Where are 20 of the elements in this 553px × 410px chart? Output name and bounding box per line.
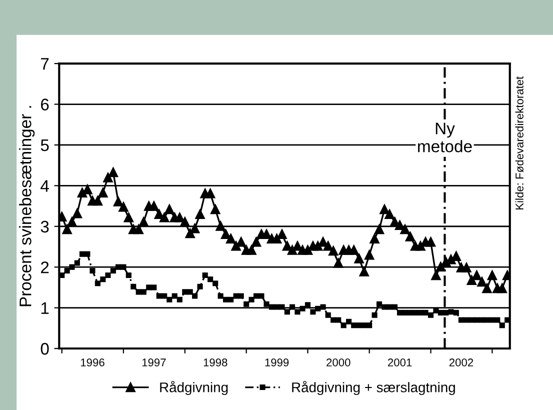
x-tick-label: 2002 xyxy=(449,358,474,366)
y-tick-label: 0 xyxy=(40,342,49,355)
legend-label: Rådgivning xyxy=(160,380,228,396)
x-tick-label: 1999 xyxy=(265,358,289,366)
y-tick-label: 4 xyxy=(40,180,49,192)
x-tick-label: 2000 xyxy=(326,358,350,366)
x-tick-label: 2001 xyxy=(388,358,412,366)
x-tick-label: 1998 xyxy=(204,358,228,366)
y-axis-title: Procent svinebesætninger . xyxy=(19,106,35,306)
y-tick-label: 3 xyxy=(40,220,49,233)
y-tick-label: 6 xyxy=(41,98,49,110)
ref-line-label: Ny metode xyxy=(418,122,472,152)
legend-label: Rådgivning + særslagtning xyxy=(292,380,455,396)
x-tick-label: 1996 xyxy=(80,358,104,366)
y-tick-label: 2 xyxy=(41,261,49,274)
y-tick-label: 7 xyxy=(41,58,49,70)
y-tick-label: 1 xyxy=(41,302,49,314)
text: Kilde: Fødevaredirektoratet xyxy=(515,76,524,210)
x-tick-label: 1997 xyxy=(142,358,166,366)
y-tick-label: 5 xyxy=(40,140,49,152)
